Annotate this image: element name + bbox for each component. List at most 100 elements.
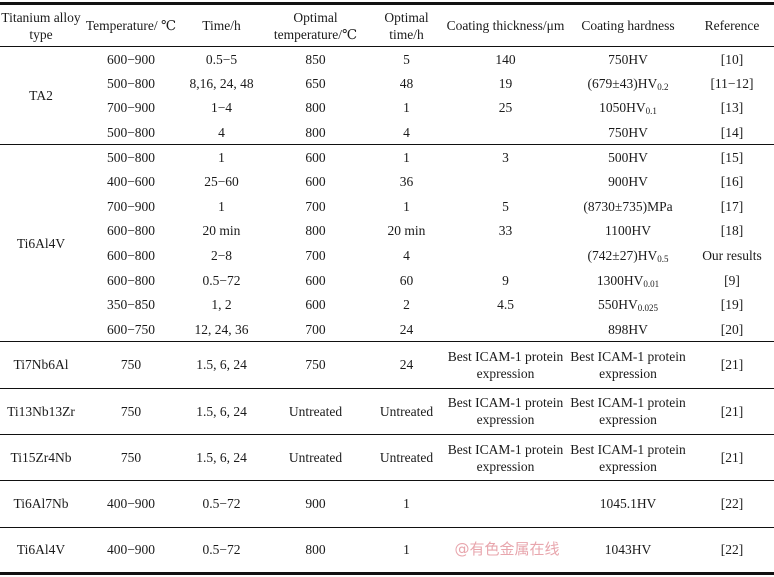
coating-hardness-cell: 1100HV xyxy=(566,219,690,244)
alloy-type-cell: Ti15Zr4Nb xyxy=(10,450,72,466)
coating-thickness-cell: 33 xyxy=(498,223,513,239)
coating-hardness-cell: 1043HV xyxy=(604,542,652,558)
optimal-time-cell: 1 xyxy=(403,149,410,165)
temperature-cell: 750 xyxy=(120,403,142,419)
time-cell: 0.5−5 xyxy=(205,51,238,67)
table-row: 600−800 20 min 800 20 min 33 1100HV [18] xyxy=(0,219,774,244)
temperature-cell: 750 xyxy=(120,450,142,466)
hardness-value: 1100HV xyxy=(605,223,651,239)
optimal-temperature-cell: 800 xyxy=(305,124,326,140)
coating-hardness-cell: (742±27)HV0.5 xyxy=(566,243,690,268)
optimal-time-cell: 1 xyxy=(403,100,410,116)
watermark: @有色金属在线 xyxy=(454,540,560,558)
optimal-time-cell: 24 xyxy=(399,357,414,373)
alloy-group: Ti15Zr4Nb 750 1.5, 6, 24 Untreated Untreated… xyxy=(0,434,774,481)
time-cell: 1 xyxy=(218,198,225,214)
optimal-temperature-cell: 600 xyxy=(305,149,326,165)
column-header: Titanium alloy type xyxy=(1,9,81,42)
temperature-cell: 700−900 xyxy=(106,198,156,214)
time-cell: 0.5−72 xyxy=(202,272,241,288)
reference-cell: [19] xyxy=(720,297,744,313)
time-cell: 1.5, 6, 24 xyxy=(196,450,247,466)
temperature-cell: 600−900 xyxy=(106,51,156,67)
time-cell: 25−60 xyxy=(204,174,239,190)
optimal-time-cell: 5 xyxy=(403,51,410,67)
coating-thickness-cell xyxy=(445,169,566,194)
reference-cell: [14] xyxy=(720,124,744,140)
coating-thickness-cell: 5 xyxy=(502,198,509,214)
hardness-load-subscript: 0.2 xyxy=(657,81,669,92)
reference-cell: [10] xyxy=(720,51,744,67)
table-row: 400−600 25−60 600 36 900HV [16] xyxy=(0,169,774,194)
temperature-cell: 600−800 xyxy=(106,272,156,288)
table-row: Ti13Nb13Zr 750 1.5, 6, 24 Untreated Untreate… xyxy=(0,388,774,435)
time-cell: 1.5, 6, 24 xyxy=(196,403,247,419)
coating-hardness-cell: 750HV xyxy=(566,47,690,72)
alloy-group: Ti6Al4V 500−800 1 600 1 3 500HV [15] 400−600 25−6… xyxy=(0,145,774,342)
hardness-value: (679±43)HV xyxy=(587,75,658,91)
alloy-group: Ti6Al7Nb 400−900 0.5−72 900 1 1045.1HV [22] xyxy=(0,481,774,528)
temperature-cell: 350−850 xyxy=(106,297,156,313)
hardness-value: 898HV xyxy=(608,321,648,337)
optimal-time-cell: 1 xyxy=(403,198,410,214)
column-header: Reference xyxy=(704,18,760,33)
reference-cell: [18] xyxy=(720,223,744,239)
column-header: Temperature/ ℃ xyxy=(85,18,177,33)
alloy-group: Ti13Nb13Zr 750 1.5, 6, 24 Untreated Untreate… xyxy=(0,388,774,435)
temperature-cell: 600−800 xyxy=(106,248,156,264)
coating-hardness-cell: Best ICAM-1 protein expression xyxy=(570,395,686,428)
coating-thickness-cell xyxy=(445,317,566,342)
coating-thickness-cell: 3 xyxy=(502,149,509,165)
alloy-group: TA2 600−900 0.5−5 850 5 140 750HV [10] 500−800 8,… xyxy=(0,47,774,145)
temperature-cell: 400−900 xyxy=(106,496,156,512)
column-header: Coating hardness xyxy=(581,18,675,33)
table-row: 600−800 0.5−72 600 60 9 1300HV0.01 [9] xyxy=(0,268,774,293)
optimal-temperature-cell: 600 xyxy=(305,272,326,288)
time-cell: 0.5−72 xyxy=(202,542,241,558)
coating-hardness-cell: 750HV xyxy=(566,120,690,145)
reference-cell: [22] xyxy=(720,542,744,558)
reference-cell: [13] xyxy=(720,100,744,116)
hardness-load-subscript: 0.5 xyxy=(657,254,669,265)
hardness-load-subscript: 0.025 xyxy=(637,303,658,314)
coating-hardness-cell: 1300HV0.01 xyxy=(566,268,690,293)
optimal-temperature-cell: 750 xyxy=(305,357,326,373)
optimal-time-cell: 20 min xyxy=(387,223,426,239)
optimal-time-cell: 24 xyxy=(399,321,414,337)
optimal-temperature-cell: 700 xyxy=(305,198,326,214)
time-cell: 8,16, 24, 48 xyxy=(189,75,254,91)
table-row: Ti15Zr4Nb 750 1.5, 6, 24 Untreated Untreated… xyxy=(0,434,774,481)
coating-thickness-cell: 140 xyxy=(495,51,516,67)
optimal-time-cell: 4 xyxy=(403,124,410,140)
reference-cell: [11−12] xyxy=(710,75,754,91)
table-row: Ti6Al4V 500−800 1 600 1 3 500HV [15] xyxy=(0,145,774,251)
reference-cell: [17] xyxy=(720,198,744,214)
table-row: 700−900 1−4 800 1 25 1050HV0.1 [13] xyxy=(0,96,774,121)
optimal-temperature-cell: 650 xyxy=(305,75,326,91)
alloy-type-cell: Ti7Nb6Al xyxy=(13,357,69,373)
hardness-value: 1050HV xyxy=(599,100,646,116)
table-row: 500−800 8,16, 24, 48 650 48 19 (679±43)HV0.2 [… xyxy=(0,71,774,96)
optimal-temperature-cell: 700 xyxy=(305,248,326,264)
coating-thickness-cell xyxy=(445,481,566,527)
temperature-cell: 500−800 xyxy=(106,124,156,140)
table-row: Ti6Al7Nb 400−900 0.5−72 900 1 1045.1HV [22] xyxy=(0,481,774,528)
coating-hardness-cell: 500HV xyxy=(566,145,690,170)
reference-cell: [15] xyxy=(720,149,744,165)
alloy-type-cell: Ti6Al7Nb xyxy=(13,496,69,512)
optimal-temperature-cell: 600 xyxy=(305,174,326,190)
temperature-cell: 600−750 xyxy=(106,321,156,337)
coating-hardness-cell: Best ICAM-1 protein expression xyxy=(570,441,686,474)
optimal-temperature-cell: 900 xyxy=(305,496,326,512)
hardness-value: 500HV xyxy=(608,149,648,165)
table-row: Ti7Nb6Al 750 1.5, 6, 24 750 24 Best ICAM-1 pr… xyxy=(0,342,774,389)
coating-thickness-cell xyxy=(445,243,566,268)
hardness-value: (8730±735)MPa xyxy=(583,198,673,214)
hardness-value: 1300HV xyxy=(596,272,644,288)
reference-cell: [22] xyxy=(720,496,744,512)
optimal-time-cell: 36 xyxy=(399,174,414,190)
table-row: 500−800 4 800 4 750HV [14] xyxy=(0,120,774,145)
table-row: 600−750 12, 24, 36 700 24 898HV [20] xyxy=(0,317,774,342)
coating-hardness-cell: Best ICAM-1 protein expression xyxy=(570,348,686,381)
